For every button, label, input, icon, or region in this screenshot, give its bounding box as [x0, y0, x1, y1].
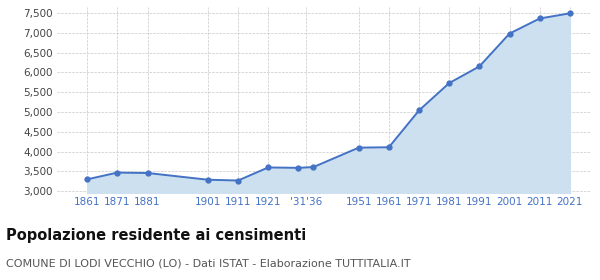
Text: COMUNE DI LODI VECCHIO (LO) - Dati ISTAT - Elaborazione TUTTITALIA.IT: COMUNE DI LODI VECCHIO (LO) - Dati ISTAT…	[6, 259, 410, 269]
Text: Popolazione residente ai censimenti: Popolazione residente ai censimenti	[6, 228, 306, 243]
